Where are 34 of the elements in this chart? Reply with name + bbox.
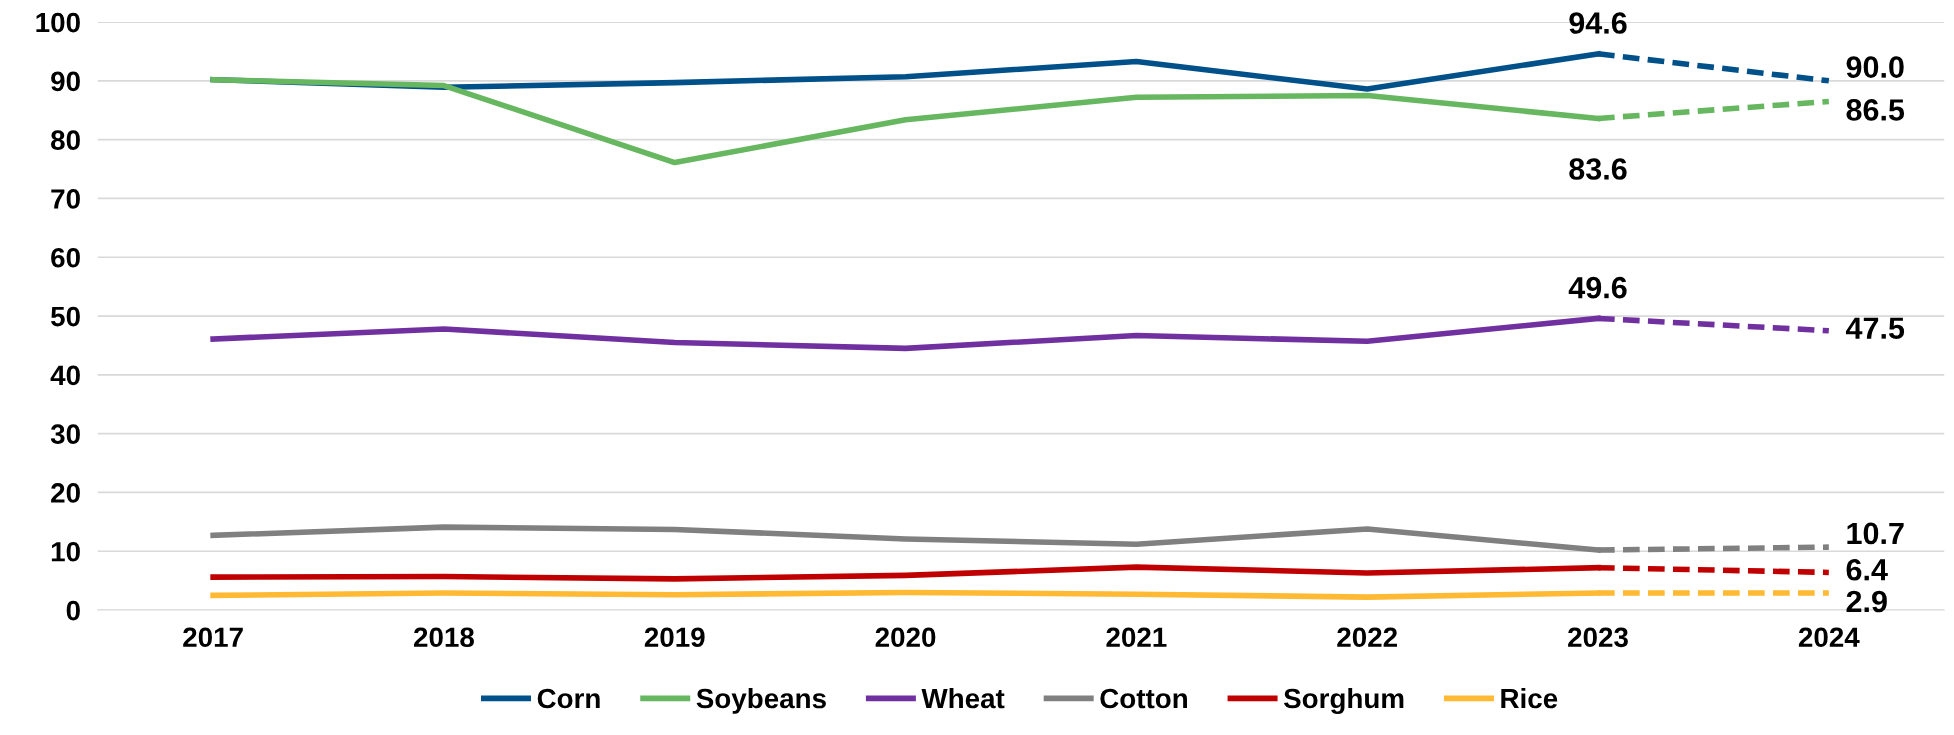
legend-label: Cotton xyxy=(1100,688,1187,709)
x-tick-label: 2021 xyxy=(1106,627,1167,648)
x-tick-label: 2018 xyxy=(413,627,474,648)
legend-label: Corn xyxy=(537,688,600,709)
y-tick-label: 0 xyxy=(66,600,80,621)
y-tick-label: 20 xyxy=(51,483,80,503)
legend-label: Soybeans xyxy=(696,687,826,714)
y-tick-label: 80 xyxy=(51,130,80,150)
x-tick-label: 2022 xyxy=(1337,627,1397,648)
y-tick-label: 40 xyxy=(50,365,80,386)
data-label: 6.4 xyxy=(1846,558,1888,581)
x-tick-label: 2019 xyxy=(644,627,705,648)
data-label: 2.9 xyxy=(1846,590,1887,613)
y-tick-label: 100 xyxy=(36,12,80,33)
legend-label: Rice xyxy=(1501,687,1558,709)
data-label: 83.6 xyxy=(1569,158,1627,180)
y-tick-label: 50 xyxy=(50,306,80,327)
data-label: 49.6 xyxy=(1568,276,1627,299)
data-label: 10.7 xyxy=(1847,522,1904,545)
x-tick-label: 2017 xyxy=(183,627,243,648)
y-tick-label: 70 xyxy=(51,189,80,209)
y-tick-label: 60 xyxy=(51,247,80,268)
legend-label: Sorghum xyxy=(1283,687,1404,714)
data-label: 94.6 xyxy=(1569,12,1627,34)
data-label: 47.5 xyxy=(1845,317,1905,339)
x-tick-label: 2023 xyxy=(1568,627,1628,648)
legend-label: Wheat xyxy=(921,687,1005,709)
x-tick-label: 2020 xyxy=(875,627,936,648)
y-tick-label: 10 xyxy=(51,541,80,562)
y-tick-label: 90 xyxy=(51,71,80,92)
y-tick-label: 30 xyxy=(50,424,80,445)
x-tick-label: 2024 xyxy=(1798,627,1860,648)
data-label: 86.5 xyxy=(1846,99,1905,121)
data-label: 90.0 xyxy=(1846,56,1904,78)
